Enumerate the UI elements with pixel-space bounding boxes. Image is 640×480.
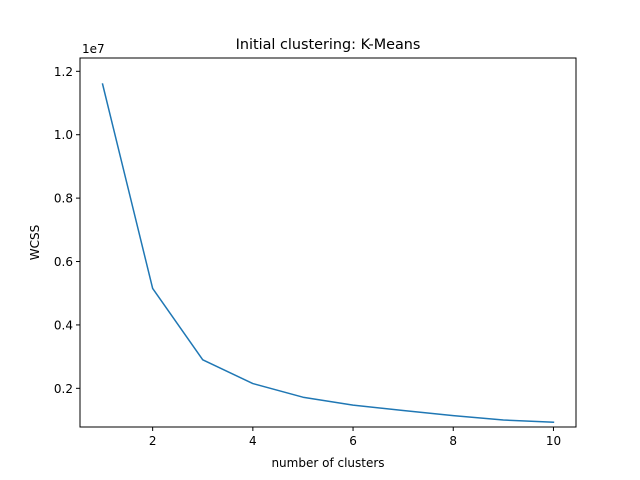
axes-frame: [79, 57, 577, 428]
y-tick-label: 0.2: [54, 382, 73, 396]
y-tick-label: 1.2: [54, 65, 73, 79]
y-axis-offset-label: 1e7: [82, 42, 105, 56]
y-tick-label: 0.6: [54, 255, 73, 269]
y-tick-label: 1.0: [54, 128, 73, 142]
x-tick-label: 2: [149, 434, 157, 448]
x-tick-label: 6: [349, 434, 357, 448]
x-axis-label: number of clusters: [271, 456, 384, 470]
y-axis-label: WCSS: [28, 225, 42, 260]
x-tick-label: 8: [449, 434, 457, 448]
y-tick-label: 0.4: [54, 318, 73, 332]
y-tick-label: 0.8: [54, 192, 73, 206]
series-layer: [101, 83, 555, 424]
y-axis-ticks: 0.2 0.4 0.6 0.8 1.0 1.2: [54, 65, 80, 396]
series-line-0: [101, 83, 555, 424]
x-tick-label: 10: [546, 434, 561, 448]
x-axis-ticks: 2 4 6 8 10: [149, 427, 561, 448]
chart-title: Initial clustering: K-Means: [236, 37, 421, 53]
x-tick-label: 4: [249, 434, 257, 448]
plot-area: 2 4 6 8 10 0.2 0.4 0.6 0.8 1.0 1.2: [54, 57, 577, 448]
